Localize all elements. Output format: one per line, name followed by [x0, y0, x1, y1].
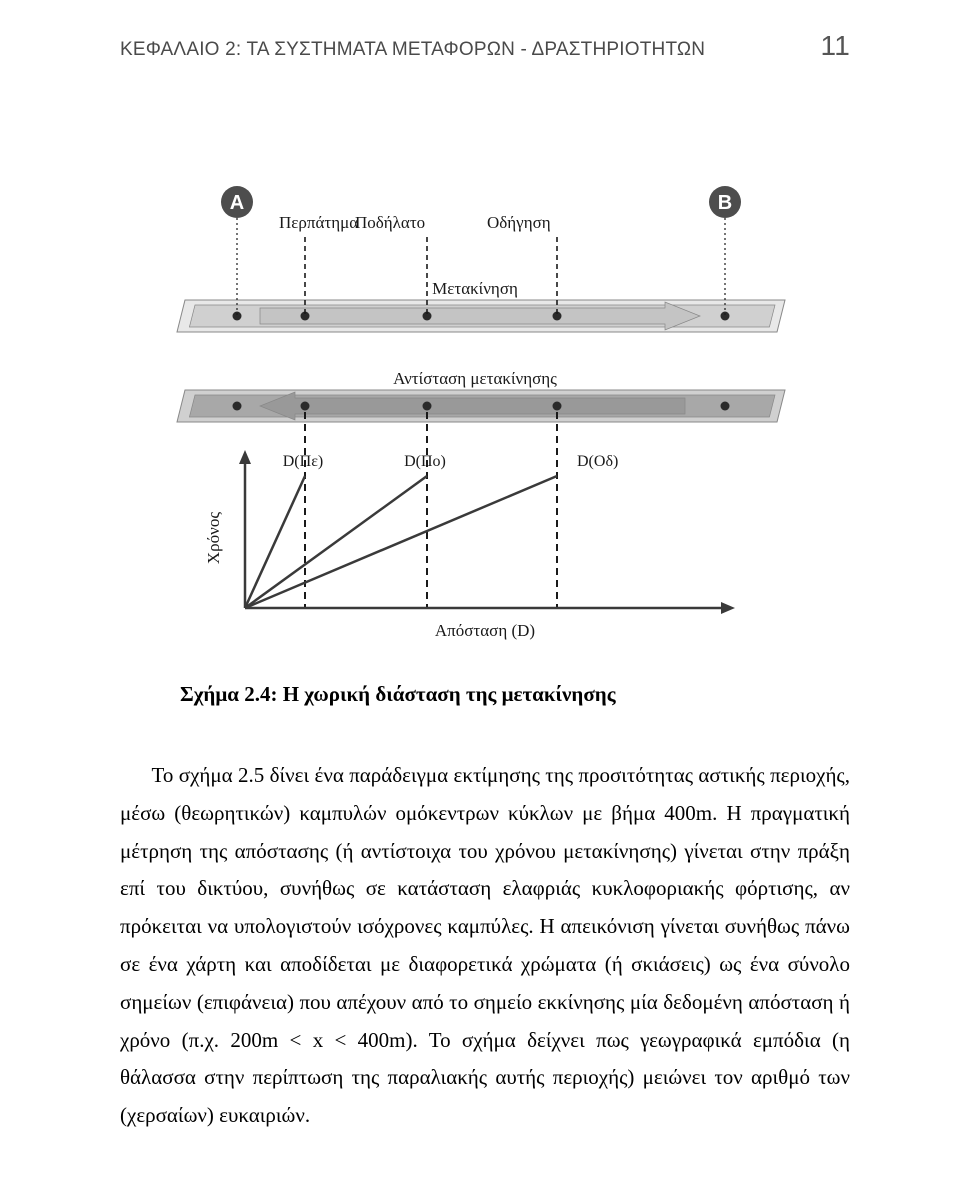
header: ΚΕΦΑΛΑΙΟ 2: ΤΑ ΣΥΣΤΗΜΑΤΑ ΜΕΤΑΦΟΡΩΝ - ΔΡΑ… [120, 30, 850, 62]
svg-text:Β: Β [718, 192, 732, 214]
svg-text:D(Οδ): D(Οδ) [577, 453, 618, 470]
svg-text:Χρόνος: Χρόνος [204, 512, 223, 564]
figure-caption: Σχήμα 2.4: Η χωρική διάσταση της μετακίν… [180, 682, 850, 707]
svg-text:Περπάτημα: Περπάτημα [279, 213, 358, 232]
svg-text:D(Πε): D(Πε) [283, 453, 323, 470]
chapter-label: ΚΕΦΑΛΑΙΟ 2: ΤΑ ΣΥΣΤΗΜΑΤΑ ΜΕΤΑΦΟΡΩΝ - ΔΡΑ… [120, 39, 705, 61]
svg-text:Αντίσταση μετακίνησης: Αντίσταση μετακίνησης [393, 369, 557, 388]
svg-text:Απόσταση (D): Απόσταση (D) [435, 621, 535, 640]
svg-text:Μετακίνηση: Μετακίνηση [432, 279, 518, 298]
svg-text:Α: Α [230, 192, 244, 214]
page-number: 11 [821, 30, 850, 62]
svg-text:Οδήγηση: Οδήγηση [487, 213, 551, 232]
body-paragraph: Το σχήμα 2.5 δίνει ένα παράδειγμα εκτίμη… [120, 757, 850, 1135]
figure-svg: Α Β ΠερπάτημαΠοδήλατο Οδήγηση Μετακίνηση Αντί… [145, 122, 825, 652]
svg-text:D(Πο): D(Πο) [404, 453, 446, 470]
svg-text:Ποδήλατο: Ποδήλατο [355, 213, 425, 232]
figure: Α Β ΠερπάτημαΠοδήλατο Οδήγηση Μετακίνηση Αντί… [145, 122, 825, 652]
